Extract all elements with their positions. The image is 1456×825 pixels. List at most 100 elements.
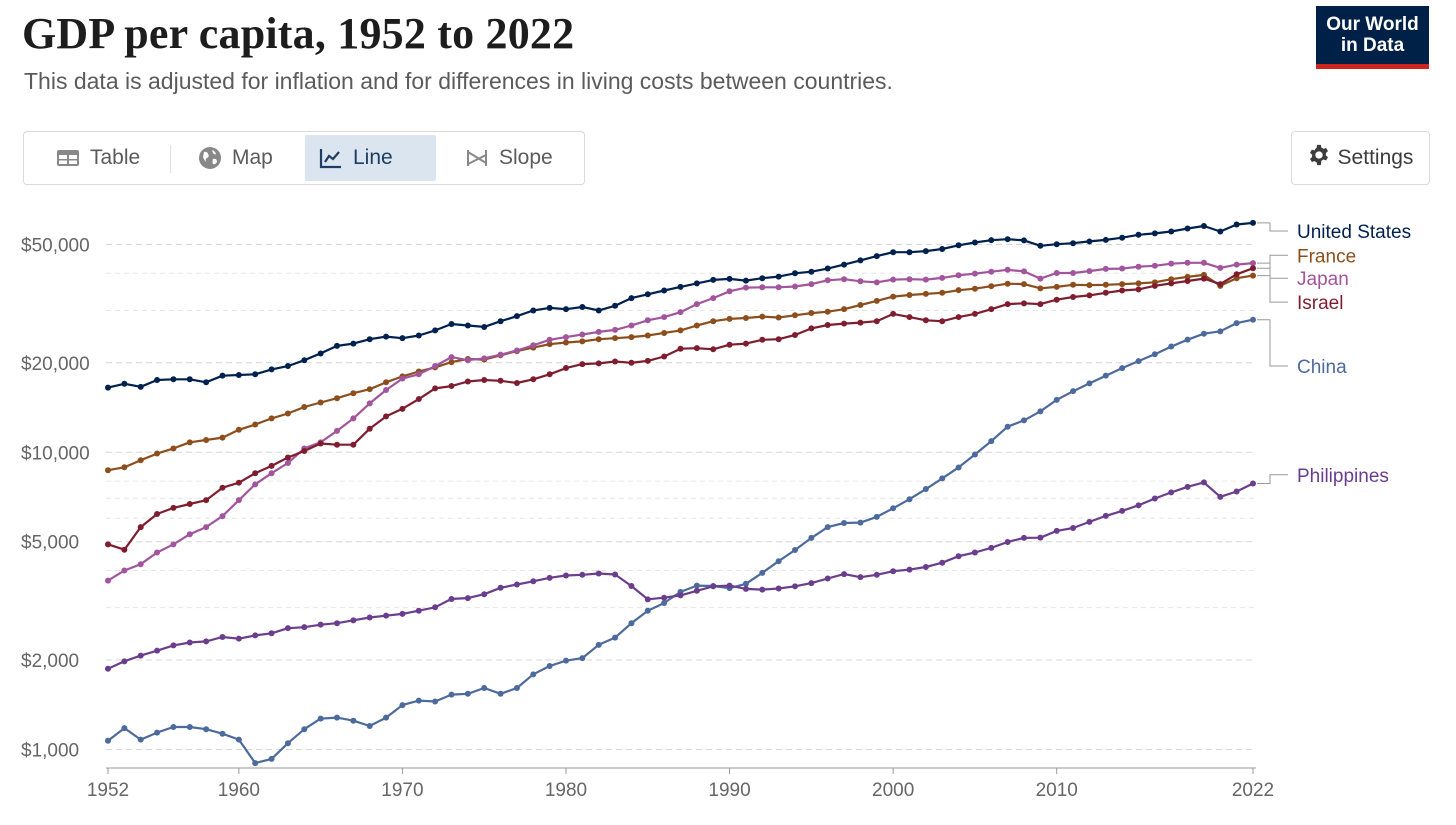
data-point	[252, 371, 259, 378]
data-point	[955, 287, 962, 294]
data-point	[775, 314, 782, 321]
data-point	[301, 447, 308, 454]
data-point	[154, 377, 161, 384]
data-point	[366, 386, 373, 393]
data-point	[955, 464, 962, 471]
y-tick-label: $2,000	[21, 651, 79, 672]
data-point	[284, 460, 291, 467]
data-point	[268, 755, 275, 762]
data-point	[1086, 282, 1093, 289]
data-point	[824, 575, 831, 582]
data-point	[415, 697, 422, 704]
data-point	[121, 546, 128, 553]
data-point	[824, 265, 831, 272]
data-point	[415, 396, 422, 403]
tab-map[interactable]: Map	[184, 135, 302, 181]
data-point	[1053, 396, 1060, 403]
data-point	[497, 351, 504, 358]
data-point	[252, 470, 259, 477]
data-point	[1070, 281, 1077, 288]
data-point	[939, 289, 946, 296]
data-point	[1053, 296, 1060, 303]
data-point	[693, 280, 700, 287]
data-point	[808, 534, 815, 541]
data-point	[513, 581, 520, 588]
data-point	[530, 376, 537, 383]
data-point	[432, 363, 439, 370]
data-point	[464, 690, 471, 697]
x-tick-label: 2000	[872, 780, 914, 801]
data-point	[1021, 417, 1027, 424]
data-point	[1070, 388, 1077, 395]
data-point	[186, 439, 193, 446]
data-point	[1119, 507, 1126, 514]
data-point	[137, 457, 144, 464]
data-point	[252, 421, 259, 428]
settings-button[interactable]: Settings	[1291, 131, 1430, 185]
data-point	[317, 350, 324, 357]
data-point	[841, 306, 848, 313]
owid-logo[interactable]: Our World in Data	[1316, 6, 1429, 69]
series-line	[107, 481, 1254, 670]
data-point	[399, 375, 406, 382]
data-point	[808, 325, 815, 332]
data-point	[464, 378, 471, 385]
data-point	[873, 513, 880, 520]
data-point	[906, 314, 913, 321]
data-point	[481, 685, 488, 692]
data-point	[1102, 265, 1109, 272]
data-point	[1250, 260, 1256, 267]
data-point	[284, 625, 291, 632]
data-point	[383, 714, 390, 721]
data-point	[1070, 293, 1077, 300]
line-chart-icon	[319, 146, 343, 170]
data-point	[170, 642, 177, 649]
data-point	[824, 277, 831, 284]
globe-icon	[198, 146, 222, 170]
data-point	[1004, 266, 1011, 273]
data-point	[808, 310, 815, 317]
data-point	[252, 760, 259, 767]
data-point	[1168, 276, 1175, 283]
data-point	[1151, 351, 1158, 358]
data-point	[759, 284, 766, 291]
data-point	[137, 652, 144, 659]
data-point	[154, 647, 161, 654]
data-point	[186, 639, 193, 646]
data-point	[579, 655, 586, 662]
data-point	[1119, 287, 1126, 294]
data-point	[563, 306, 569, 313]
data-point	[235, 635, 242, 642]
y-tick-label: $50,000	[21, 236, 90, 257]
data-point	[137, 383, 144, 390]
data-point	[334, 395, 340, 402]
data-point	[350, 441, 357, 448]
data-point	[693, 587, 700, 594]
data-point	[105, 577, 111, 584]
data-point	[922, 317, 929, 324]
data-point	[939, 274, 946, 281]
data-point	[890, 310, 897, 317]
data-point	[1086, 268, 1093, 275]
data-point	[775, 336, 782, 343]
series-israel: Israel	[105, 265, 1343, 553]
tab-line[interactable]: Line	[305, 135, 436, 181]
data-point	[399, 702, 406, 709]
data-point	[105, 737, 111, 744]
data-point	[906, 496, 913, 503]
data-point	[530, 342, 537, 349]
data-point	[808, 580, 815, 587]
tab-table[interactable]: Table	[42, 135, 174, 181]
y-tick-label: $20,000	[21, 354, 90, 375]
tab-slope[interactable]: Slope	[451, 135, 573, 181]
data-point	[644, 317, 651, 324]
data-point	[563, 365, 569, 372]
tab-divider	[170, 145, 171, 173]
view-tabs: Table Map Line Slope	[23, 131, 585, 185]
data-point	[661, 594, 668, 601]
data-point	[824, 524, 831, 531]
data-point	[661, 329, 668, 336]
data-point	[628, 620, 635, 627]
data-point	[595, 641, 602, 648]
data-point	[1184, 277, 1191, 284]
